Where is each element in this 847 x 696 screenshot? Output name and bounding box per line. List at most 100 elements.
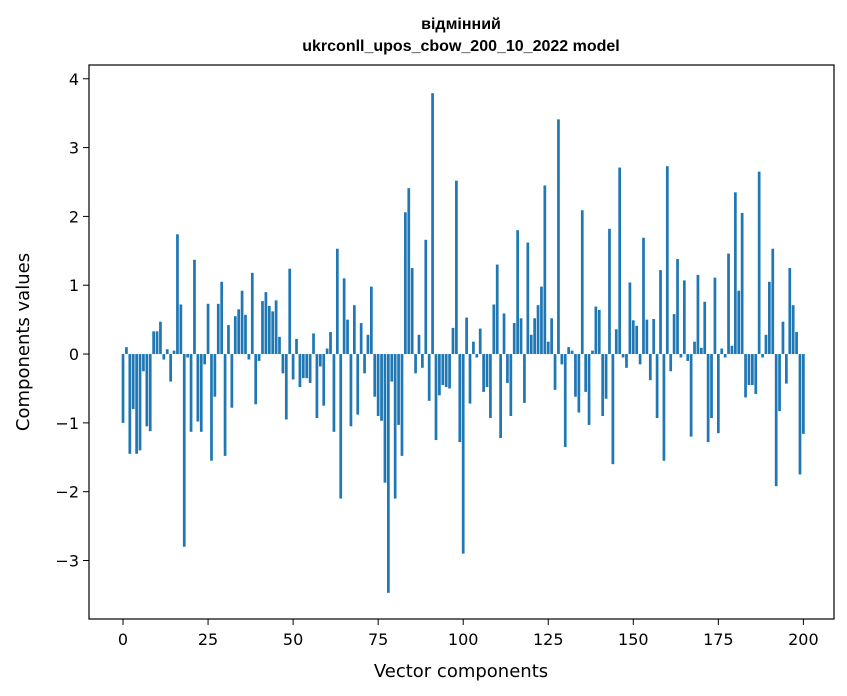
bar-103 bbox=[472, 341, 475, 355]
bar-200 bbox=[802, 354, 805, 434]
bar-96 bbox=[448, 354, 451, 389]
bar-136 bbox=[584, 354, 588, 392]
bar-46 bbox=[278, 336, 281, 355]
bar-15 bbox=[172, 350, 176, 355]
bar-0 bbox=[121, 354, 125, 423]
bar-186 bbox=[754, 354, 758, 394]
bar-79 bbox=[390, 354, 394, 382]
bar-73 bbox=[369, 286, 373, 355]
bar-91 bbox=[431, 93, 434, 355]
bar-177 bbox=[723, 354, 727, 358]
bar-66 bbox=[346, 319, 349, 355]
bar-163 bbox=[676, 259, 679, 355]
bar-151 bbox=[635, 325, 639, 355]
bar-98 bbox=[455, 180, 458, 355]
bar-115 bbox=[512, 323, 516, 355]
bar-199 bbox=[798, 354, 802, 475]
bar-152 bbox=[638, 354, 642, 365]
bar-50 bbox=[291, 354, 295, 380]
bar-62 bbox=[332, 354, 336, 432]
bar-39 bbox=[254, 354, 258, 405]
bar-12 bbox=[162, 354, 166, 360]
bar-191 bbox=[771, 248, 775, 355]
bar-124 bbox=[543, 185, 547, 355]
bar-158 bbox=[659, 270, 662, 355]
bar-113 bbox=[506, 354, 509, 383]
bar-13 bbox=[165, 349, 169, 355]
bar-31 bbox=[227, 325, 230, 355]
bar-42 bbox=[264, 292, 268, 355]
bar-174 bbox=[713, 277, 717, 355]
bar-131 bbox=[567, 347, 571, 355]
x-tick-label: 100 bbox=[448, 630, 479, 649]
bar-6 bbox=[142, 354, 145, 372]
bar-93 bbox=[438, 354, 441, 396]
bar-35 bbox=[240, 290, 244, 355]
bar-139 bbox=[594, 306, 598, 355]
bar-100 bbox=[461, 354, 465, 554]
bar-142 bbox=[604, 354, 608, 399]
bar-56 bbox=[312, 333, 315, 355]
bar-117 bbox=[519, 318, 523, 355]
bar-196 bbox=[788, 268, 792, 355]
bar-85 bbox=[410, 268, 414, 355]
bar-198 bbox=[795, 332, 798, 355]
x-tick-label: 200 bbox=[788, 630, 819, 649]
bar-114 bbox=[509, 354, 513, 416]
bar-141 bbox=[601, 354, 605, 416]
plot-frame bbox=[88, 64, 835, 620]
x-axis-label: Vector components bbox=[374, 661, 548, 682]
bar-145 bbox=[614, 329, 618, 355]
bar-88 bbox=[421, 354, 424, 368]
bar-194 bbox=[781, 321, 785, 355]
bar-26 bbox=[210, 354, 213, 461]
bar-164 bbox=[679, 354, 683, 358]
bar-189 bbox=[764, 334, 768, 355]
bar-89 bbox=[424, 239, 428, 355]
bar-129 bbox=[560, 354, 564, 365]
bar-137 bbox=[587, 354, 591, 425]
bar-55 bbox=[308, 354, 312, 383]
bar-75 bbox=[376, 354, 380, 416]
bar-153 bbox=[642, 237, 645, 355]
bar-149 bbox=[628, 282, 632, 355]
bar-71 bbox=[363, 354, 366, 374]
bar-83 bbox=[404, 212, 407, 355]
bar-127 bbox=[553, 354, 557, 390]
bar-119 bbox=[526, 242, 530, 355]
bar-84 bbox=[407, 188, 411, 355]
bar-32 bbox=[230, 354, 234, 408]
bar-92 bbox=[434, 354, 438, 441]
bar-159 bbox=[662, 354, 666, 461]
bar-49 bbox=[288, 268, 292, 355]
bar-150 bbox=[631, 320, 635, 355]
bar-38 bbox=[250, 272, 254, 355]
bar-120 bbox=[529, 334, 533, 355]
bar-10 bbox=[155, 331, 159, 355]
bar-27 bbox=[213, 354, 217, 397]
bar-168 bbox=[693, 341, 696, 355]
bar-148 bbox=[625, 354, 628, 368]
x-tick-label: 150 bbox=[618, 630, 649, 649]
bar-44 bbox=[271, 311, 275, 355]
bar-175 bbox=[716, 354, 720, 434]
x-tick-label: 75 bbox=[368, 630, 388, 649]
bar-157 bbox=[655, 354, 659, 419]
bar-57 bbox=[315, 354, 319, 419]
bar-11 bbox=[159, 321, 162, 355]
bar-105 bbox=[478, 328, 482, 355]
bar-193 bbox=[778, 354, 781, 412]
bar-169 bbox=[696, 274, 700, 355]
bar-63 bbox=[335, 248, 339, 355]
bar-80 bbox=[393, 354, 397, 499]
bar-183 bbox=[744, 354, 747, 398]
bar-23 bbox=[199, 354, 203, 432]
bar-170 bbox=[699, 347, 703, 355]
bar-58 bbox=[318, 354, 322, 367]
bar-135 bbox=[580, 210, 584, 355]
bar-90 bbox=[427, 354, 431, 401]
bar-22 bbox=[196, 354, 200, 422]
bar-28 bbox=[216, 303, 220, 355]
bar-132 bbox=[570, 350, 574, 355]
y-tick-label: −2 bbox=[55, 483, 79, 502]
